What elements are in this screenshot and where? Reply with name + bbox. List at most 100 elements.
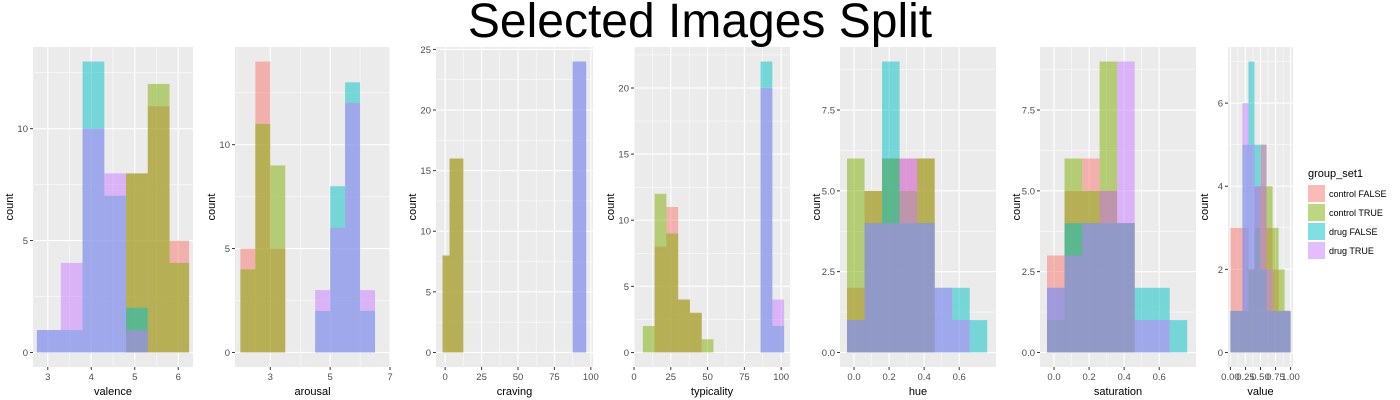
histogram-bar — [917, 223, 935, 353]
x-tick-label: 0.25 — [1236, 372, 1255, 383]
histogram-bar — [1230, 310, 1237, 353]
y-tick-label: 4 — [1218, 182, 1223, 193]
x-tick-label: 0 — [443, 372, 448, 383]
y-tick-label: 15 — [420, 166, 431, 177]
y-tick-label: 0.0 — [822, 348, 835, 359]
legend-label: control FALSE — [1329, 188, 1387, 199]
histogram-bar — [760, 87, 773, 353]
y-axis-title: count — [1199, 194, 1211, 221]
x-axis-title: craving — [497, 386, 532, 398]
y-tick-label: 7.5 — [822, 106, 835, 117]
legend-label: control TRUE — [1329, 207, 1383, 218]
legend-key — [1308, 242, 1325, 259]
histogram-bar — [126, 330, 148, 353]
histogram-bar — [1242, 103, 1249, 353]
y-tick-label: 5 — [23, 236, 28, 247]
legend-label: drug FALSE — [1329, 226, 1378, 237]
histogram-bar — [442, 255, 450, 353]
histogram-bar — [701, 339, 714, 353]
x-tick-label: 75 — [739, 372, 750, 383]
histogram-bar — [1082, 223, 1100, 353]
y-tick-label: 0 — [23, 348, 28, 359]
y-tick-label: 0 — [1218, 348, 1223, 359]
y-tick-label: 25 — [420, 45, 431, 56]
y-axis-title: count — [605, 194, 617, 221]
histogram-bar — [255, 123, 271, 353]
y-tick-label: 10 — [420, 227, 431, 238]
x-tick-label: 100 — [583, 372, 599, 383]
x-tick-label: 0.2 — [882, 372, 895, 383]
x-tick-label: 0 — [631, 372, 636, 383]
histogram-bar — [864, 223, 883, 353]
y-axis-title: count — [407, 194, 419, 221]
x-tick-label: 0.2 — [1082, 372, 1095, 383]
y-tick-label: 0 — [624, 348, 629, 359]
y-tick-label: 0.0 — [1022, 348, 1035, 359]
histogram-bar — [1284, 310, 1291, 353]
histogram-bar — [60, 262, 83, 353]
x-axis-title: saturation — [1094, 386, 1142, 398]
x-tick-label: 3 — [45, 372, 50, 383]
histogram-bar — [330, 227, 346, 353]
y-tick-label: 5 — [225, 244, 230, 255]
y-tick-label: 5 — [624, 282, 629, 293]
x-tick-label: 0.0 — [1047, 372, 1060, 383]
x-tick-label: 7 — [387, 372, 392, 383]
histogram-bar — [1248, 144, 1255, 353]
histogram-bar — [240, 269, 256, 353]
x-tick-label: 0.6 — [953, 372, 966, 383]
x-tick-label: 25 — [476, 372, 487, 383]
histogram-bar — [1272, 227, 1279, 353]
legend-title: group_set1 — [1308, 168, 1364, 180]
histogram-bar — [1169, 320, 1188, 353]
y-tick-label: 5 — [426, 287, 431, 298]
histogram-bar — [147, 83, 170, 353]
x-tick-label: 6 — [176, 372, 181, 383]
histogram-bar — [969, 320, 988, 353]
y-tick-label: 0 — [225, 348, 230, 359]
histogram-bar — [126, 173, 148, 353]
chart-title: Selected Images Split — [467, 0, 933, 48]
legend-item-drug-false: drug FALSE — [1308, 222, 1387, 241]
histogram-bar — [1260, 144, 1267, 353]
histogram-bar — [678, 299, 690, 353]
x-axis-title: valence — [94, 386, 132, 398]
x-axis-title: value — [1247, 386, 1273, 398]
histogram-bar — [1236, 310, 1243, 353]
y-tick-label: 2.5 — [1022, 267, 1035, 278]
x-tick-label: 0.50 — [1251, 372, 1270, 383]
histogram-bar — [104, 173, 127, 353]
x-tick-label: 25 — [666, 372, 677, 383]
histogram-bar — [345, 103, 361, 353]
x-tick-label: 75 — [549, 372, 560, 383]
legend-item-control-false: control FALSE — [1308, 184, 1387, 203]
histogram-bar — [1099, 190, 1118, 353]
x-tick-label: 5 — [328, 372, 333, 383]
x-tick-label: 0.00 — [1221, 372, 1240, 383]
histogram-bar — [772, 299, 785, 353]
histogram-bar — [360, 290, 376, 353]
x-tick-label: 50 — [513, 372, 524, 383]
y-axis-title: count — [811, 194, 823, 221]
histogram-bar — [572, 61, 587, 353]
histogram-bar — [689, 312, 702, 353]
histogram-bar — [1278, 310, 1285, 353]
histogram-bar — [642, 326, 655, 353]
y-tick-label: 5.0 — [1022, 186, 1035, 197]
histogram-bar — [1266, 269, 1273, 353]
legend: group_set1 control FALSE control TRUE dr… — [1308, 168, 1387, 260]
histogram-bar — [449, 158, 464, 353]
y-tick-label: 5.0 — [822, 186, 835, 197]
y-tick-label: 20 — [618, 83, 629, 94]
y-tick-label: 20 — [420, 106, 431, 117]
histogram-bar — [1272, 310, 1279, 353]
histogram-bar — [82, 128, 105, 353]
legend-item-control-true: control TRUE — [1308, 203, 1387, 222]
y-axis-title: count — [4, 194, 16, 221]
x-tick-label: 0.4 — [918, 372, 931, 383]
histogram-bar — [1254, 186, 1261, 353]
y-tick-label: 6 — [1218, 99, 1223, 110]
x-axis-title: hue — [909, 386, 927, 398]
x-tick-label: 1.00 — [1281, 372, 1300, 383]
